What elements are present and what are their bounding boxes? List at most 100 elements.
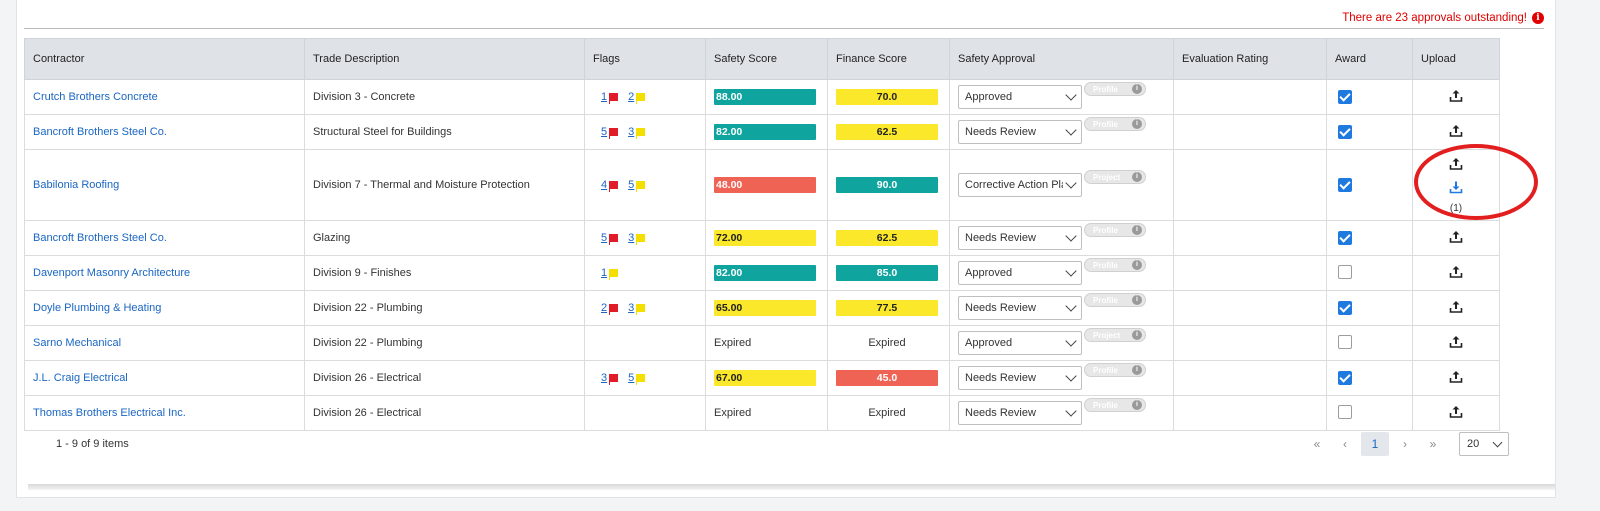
profile-toggle[interactable]: Profile i [1084, 363, 1146, 377]
safety-approval-select[interactable]: Corrective Action Pla [958, 173, 1082, 197]
toggle-label: Profile [1093, 119, 1118, 129]
chevron-down-icon [1065, 265, 1077, 277]
upload-icon[interactable] [1449, 335, 1463, 352]
award-checkbox[interactable] [1338, 264, 1352, 279]
safety-approval-select[interactable]: Needs Review [958, 366, 1082, 390]
safety-approval-select[interactable]: Approved [958, 85, 1082, 109]
profile-toggle[interactable]: Profile i [1084, 258, 1146, 272]
contractor-link[interactable]: Thomas Brothers Electrical Inc. [33, 407, 186, 419]
column-header-upload[interactable]: Upload [1412, 38, 1500, 80]
profile-toggle[interactable]: Profile i [1084, 117, 1146, 131]
contractor-link[interactable]: Sarno Mechanical [33, 337, 122, 349]
column-header-trade[interactable]: Trade Description [304, 38, 585, 80]
contractor-link[interactable]: Davenport Masonry Architecture [33, 267, 191, 279]
contractors-table: Contractor Trade Description Flags Safet… [24, 38, 1500, 431]
award-checkbox[interactable] [1338, 371, 1352, 385]
finance-score-expired: Expired [868, 407, 906, 419]
upload-icon[interactable] [1449, 124, 1463, 141]
yellow-flag-count[interactable]: 2 [628, 91, 646, 104]
safety-approval-select[interactable]: Needs Review [958, 120, 1082, 144]
column-header-evaluation-rating[interactable]: Evaluation Rating [1173, 38, 1327, 80]
info-icon: i [1132, 330, 1142, 340]
award-checkbox[interactable] [1338, 301, 1352, 315]
column-header-finance-score[interactable]: Finance Score [827, 38, 950, 80]
next-page-button[interactable]: › [1403, 437, 1407, 451]
profile-toggle[interactable]: Project i [1084, 328, 1146, 342]
upload-icon[interactable] [1449, 405, 1463, 422]
prev-page-button[interactable]: ‹ [1343, 437, 1347, 451]
chevron-down-icon [1065, 405, 1077, 417]
profile-toggle[interactable]: Project i [1084, 170, 1146, 184]
evaluation-rating [1173, 149, 1327, 221]
toggle-label: Profile [1093, 225, 1118, 235]
pagination-summary: 1 - 9 of 9 items [56, 438, 129, 450]
red-flag-count[interactable]: 3 [601, 372, 619, 385]
red-flag-count[interactable]: 2 [601, 302, 619, 315]
column-header-safety-score[interactable]: Safety Score [705, 38, 828, 80]
contractor-link[interactable]: J.L. Craig Electrical [33, 372, 128, 384]
yellow-flag-icon [609, 269, 619, 280]
profile-toggle[interactable]: Profile i [1084, 82, 1146, 96]
safety-approval-select[interactable]: Approved [958, 261, 1082, 285]
safety-score-expired: Expired [714, 337, 752, 349]
evaluation-rating [1173, 360, 1327, 396]
trade-description: Division 22 - Plumbing [313, 302, 423, 314]
award-checkbox[interactable] [1338, 125, 1352, 139]
finance-score-bar: 85.0 [836, 265, 938, 281]
red-flag-count[interactable]: 5 [601, 232, 619, 245]
first-page-button[interactable]: « [1313, 437, 1321, 451]
header-divider [24, 28, 1544, 29]
profile-toggle[interactable]: Profile i [1084, 398, 1146, 412]
evaluation-rating [1173, 220, 1327, 256]
profile-toggle[interactable]: Profile i [1084, 223, 1146, 237]
yellow-flag-count[interactable]: 5 [628, 179, 646, 192]
contractor-link[interactable]: Bancroft Brothers Steel Co. [33, 232, 167, 244]
safety-approval-select[interactable]: Needs Review [958, 296, 1082, 320]
award-checkbox[interactable] [1338, 231, 1352, 245]
safety-approval-select[interactable]: Needs Review [958, 226, 1082, 250]
toggle-label: Profile [1093, 400, 1118, 410]
upload-icon[interactable] [1449, 230, 1463, 247]
award-checkbox[interactable] [1338, 178, 1352, 192]
contractor-link[interactable]: Babilonia Roofing [33, 179, 120, 191]
award-checkbox[interactable] [1338, 334, 1352, 349]
safety-approval-select[interactable]: Approved [958, 331, 1082, 355]
column-header-contractor[interactable]: Contractor [24, 38, 305, 80]
download-icon[interactable] [1449, 180, 1463, 197]
page-size-select[interactable]: 20 [1459, 432, 1509, 456]
table-row: Thomas Brothers Electrical Inc. Division… [24, 395, 1500, 431]
column-header-flags[interactable]: Flags [584, 38, 706, 80]
contractor-link[interactable]: Crutch Brothers Concrete [33, 91, 158, 103]
profile-toggle[interactable]: Profile i [1084, 293, 1146, 307]
last-page-button[interactable]: » [1429, 437, 1437, 451]
contractor-link[interactable]: Doyle Plumbing & Heating [33, 302, 162, 314]
yellow-flag-count[interactable]: 3 [628, 302, 646, 315]
award-checkbox[interactable] [1338, 90, 1352, 104]
safety-approval-value: Approved [965, 337, 1013, 349]
yellow-flag-icon [636, 181, 646, 192]
yellow-flag-icon [636, 374, 646, 385]
upload-icon[interactable] [1449, 89, 1463, 106]
column-header-award[interactable]: Award [1326, 38, 1413, 80]
upload-icon[interactable] [1449, 157, 1463, 174]
yellow-flag-count[interactable]: 5 [628, 372, 646, 385]
download-count: (1) [1449, 202, 1463, 214]
red-flag-count[interactable]: 1 [601, 91, 619, 104]
table-header-row: Contractor Trade Description Flags Safet… [24, 38, 1500, 80]
toggle-label: Project [1093, 330, 1121, 340]
upload-icon[interactable] [1449, 265, 1463, 282]
trade-description: Division 22 - Plumbing [313, 337, 423, 349]
yellow-flag-count[interactable]: 3 [628, 232, 646, 245]
upload-icon[interactable] [1449, 370, 1463, 387]
yellow-flag-count[interactable]: 1 [601, 267, 619, 280]
safety-approval-select[interactable]: Needs Review [958, 401, 1082, 425]
column-header-safety-approval[interactable]: Safety Approval [949, 38, 1174, 80]
page-1-button[interactable]: 1 [1361, 432, 1389, 456]
yellow-flag-count[interactable]: 3 [628, 126, 646, 139]
red-flag-count[interactable]: 4 [601, 179, 619, 192]
award-checkbox[interactable] [1338, 404, 1352, 419]
contractor-link[interactable]: Bancroft Brothers Steel Co. [33, 126, 167, 138]
red-flag-count[interactable]: 5 [601, 126, 619, 139]
upload-icon[interactable] [1449, 300, 1463, 317]
